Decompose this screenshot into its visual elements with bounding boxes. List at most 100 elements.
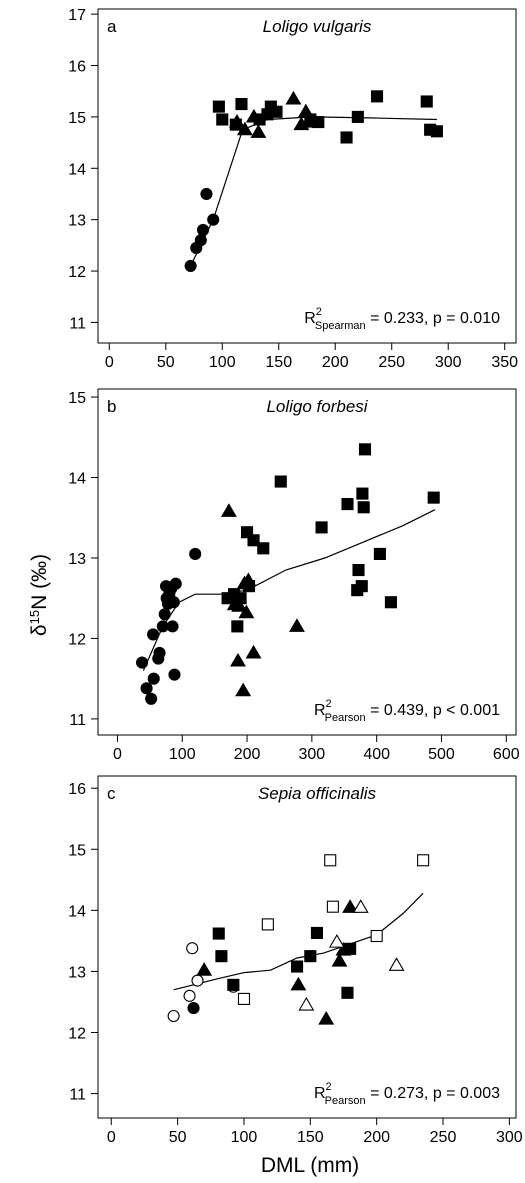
data-point-circle-filled xyxy=(197,223,210,237)
data-point-circle-open xyxy=(186,942,199,955)
x-tick-label: 150 xyxy=(297,1129,324,1146)
y-tick-label: 15 xyxy=(68,842,86,859)
data-point-square-filled xyxy=(310,926,324,940)
x-tick-label: 500 xyxy=(428,746,455,763)
panel-title: Loligo forbesi xyxy=(266,397,368,416)
data-point-square-filled xyxy=(215,950,228,963)
panel-letter: c xyxy=(107,784,116,803)
data-point-triangle-filled xyxy=(230,652,246,667)
data-point-square-filled xyxy=(358,443,372,456)
y-tick-label: 11 xyxy=(69,315,86,332)
x-tick-label: 400 xyxy=(363,746,390,763)
data-point-triangle-open xyxy=(328,934,345,948)
x-tick-label: 300 xyxy=(435,354,462,371)
x-tick-label: 250 xyxy=(430,1129,457,1146)
data-point-square-filled xyxy=(373,547,386,561)
x-tick-label: 50 xyxy=(157,354,175,371)
x-tick-label: 100 xyxy=(209,354,236,371)
x-tick-label: 200 xyxy=(234,746,261,763)
trend-line xyxy=(142,509,436,671)
data-point-triangle-open xyxy=(298,996,315,1011)
data-point-square-filled xyxy=(356,487,369,500)
data-point-circle-filled xyxy=(207,213,220,226)
panel-title: Loligo vulgaris xyxy=(263,17,372,36)
data-point-square-filled xyxy=(212,100,225,113)
data-point-circle-open xyxy=(183,989,196,1002)
x-tick-label: 300 xyxy=(496,1129,523,1146)
y-tick-label: 13 xyxy=(68,964,86,981)
data-point-square-filled xyxy=(247,534,260,547)
data-point-square-filled xyxy=(430,125,443,138)
plot-frame xyxy=(97,388,517,736)
data-point-triangle-filled xyxy=(231,598,248,612)
data-point-square-filled xyxy=(304,950,317,963)
data-point-circle-filled xyxy=(187,1002,200,1015)
data-point-square-open xyxy=(326,900,339,913)
y-tick-label: 17 xyxy=(68,7,86,24)
data-point-triangle-filled xyxy=(245,108,262,123)
data-point-square-filled xyxy=(357,501,370,514)
panel-letter: a xyxy=(107,17,117,36)
y-tick-label: 14 xyxy=(68,161,86,178)
panel-letter: b xyxy=(107,397,116,416)
data-point-triangle-filled xyxy=(297,103,314,118)
data-point-square-filled xyxy=(227,978,240,991)
panel-title: Sepia officinalis xyxy=(258,784,377,803)
data-point-triangle-filled xyxy=(228,113,245,128)
data-point-circle-open xyxy=(191,974,204,987)
x-tick-label: 100 xyxy=(169,746,196,763)
data-point-square-filled xyxy=(352,563,365,577)
y-tick-label: 12 xyxy=(68,264,86,281)
y-tick-label: 12 xyxy=(68,631,86,648)
y-tick-label: 15 xyxy=(68,110,86,127)
y-axis-label: δ15N (‰) xyxy=(27,554,52,636)
data-point-circle-filled xyxy=(158,608,171,621)
data-point-triangle-filled xyxy=(318,1010,335,1025)
data-point-square-filled xyxy=(270,105,283,118)
x-tick-label: 600 xyxy=(493,746,520,763)
data-point-triangle-filled xyxy=(240,572,257,587)
data-point-square-open xyxy=(324,854,337,867)
data-point-triangle-filled xyxy=(196,962,213,976)
data-point-triangle-filled xyxy=(245,644,262,659)
y-tick-label: 13 xyxy=(68,213,86,230)
data-point-circle-filled xyxy=(136,656,149,669)
data-point-triangle-filled xyxy=(235,682,252,697)
data-point-square-open xyxy=(261,918,274,931)
data-point-triangle-filled xyxy=(335,941,352,956)
data-point-circle-filled xyxy=(200,187,213,201)
x-axis-label: DML (mm) xyxy=(261,1154,359,1177)
data-point-square-filled xyxy=(351,110,364,123)
data-point-square-filled xyxy=(216,113,229,126)
data-point-square-filled xyxy=(427,491,440,504)
data-point-triangle-filled xyxy=(331,952,348,967)
stat-annotation: R2 Pearson = 0.273, p = 0.003 xyxy=(314,1081,500,1107)
panel-b: 0 100 200 300 400 500 600 11 12 13 14 15 b Loligo for… xyxy=(68,388,520,763)
data-point-circle-filled xyxy=(184,259,197,272)
data-point-circle-filled xyxy=(147,628,160,641)
y-tick-label: 16 xyxy=(68,59,86,76)
y-tick-label: 11 xyxy=(69,712,86,729)
data-point-triangle-filled xyxy=(300,113,317,128)
y-tick-label: 11 xyxy=(69,1087,86,1104)
data-point-triangle-filled xyxy=(288,618,305,632)
data-point-triangle-filled xyxy=(250,124,267,138)
data-point-square-filled xyxy=(290,960,304,973)
data-point-circle-filled xyxy=(189,547,202,561)
x-tick-label: 350 xyxy=(491,354,518,371)
y-tick-label: 15 xyxy=(68,390,86,407)
data-point-square-filled xyxy=(274,475,287,488)
x-tick-label: 250 xyxy=(378,354,405,371)
data-point-triangle-open xyxy=(388,957,405,971)
data-point-square-filled xyxy=(355,580,368,593)
data-point-triangle-filled xyxy=(236,121,253,136)
x-tick-label: 200 xyxy=(322,354,349,371)
trend-line xyxy=(190,116,437,267)
data-point-square-filled xyxy=(212,927,225,940)
data-point-square-filled xyxy=(235,98,248,111)
y-tick-label: 12 xyxy=(68,1026,86,1043)
data-point-triangle-open xyxy=(352,899,369,913)
data-point-square-filled xyxy=(341,986,354,999)
data-point-square-filled xyxy=(340,131,353,144)
